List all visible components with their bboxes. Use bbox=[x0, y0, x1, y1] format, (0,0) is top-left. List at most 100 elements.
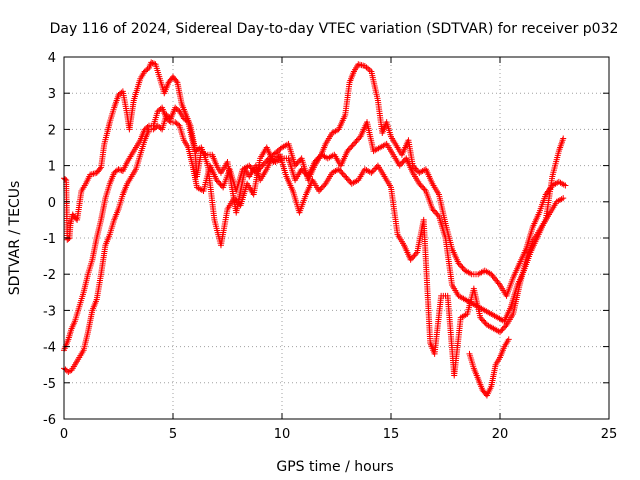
data-point bbox=[413, 166, 420, 173]
data-point bbox=[343, 174, 350, 181]
data-point bbox=[232, 196, 239, 203]
data-point bbox=[271, 157, 278, 164]
data-point bbox=[421, 186, 428, 193]
y-tick-label: -3 bbox=[43, 304, 56, 319]
data-point bbox=[65, 235, 72, 242]
data-point bbox=[311, 158, 318, 165]
chart-title: Day 116 of 2024, Sidereal Day-to-day VTE… bbox=[50, 21, 619, 37]
y-tick-label: 3 bbox=[48, 87, 56, 102]
data-point bbox=[338, 169, 345, 176]
data-point bbox=[96, 165, 103, 172]
data-point bbox=[149, 60, 156, 67]
data-point bbox=[296, 158, 303, 165]
data-point bbox=[350, 140, 357, 147]
data-point bbox=[250, 166, 257, 173]
data-point bbox=[356, 135, 363, 142]
data-point bbox=[410, 253, 417, 260]
data-point bbox=[272, 156, 279, 163]
data-point bbox=[398, 161, 405, 168]
data-point bbox=[213, 177, 220, 184]
data-point bbox=[62, 176, 69, 183]
y-tick-label: -5 bbox=[43, 377, 56, 392]
data-point bbox=[314, 156, 321, 163]
y-tick-label: 1 bbox=[48, 160, 56, 175]
data-point bbox=[231, 195, 238, 202]
data-point bbox=[302, 170, 309, 177]
data-point bbox=[459, 264, 466, 271]
data-point bbox=[499, 326, 506, 333]
data-point bbox=[430, 207, 437, 214]
y-tick-label: -1 bbox=[43, 232, 56, 247]
data-point bbox=[339, 170, 346, 177]
x-tick-label: 20 bbox=[492, 427, 509, 442]
data-point bbox=[416, 180, 423, 187]
data-point bbox=[354, 136, 361, 143]
data-point bbox=[412, 165, 419, 172]
x-tick-label: 25 bbox=[601, 427, 618, 442]
series-track-d bbox=[466, 336, 512, 399]
data-point bbox=[399, 159, 406, 166]
data-point bbox=[500, 324, 507, 331]
data-point bbox=[478, 316, 485, 323]
y-tick-label: 0 bbox=[48, 196, 56, 211]
data-point bbox=[277, 145, 284, 152]
data-point bbox=[562, 182, 569, 189]
data-point bbox=[274, 154, 281, 161]
y-tick-label: -6 bbox=[43, 413, 56, 428]
data-point bbox=[313, 157, 320, 164]
grid-lines bbox=[64, 57, 609, 419]
data-point bbox=[116, 166, 123, 173]
data-point bbox=[407, 256, 414, 263]
data-point bbox=[429, 206, 436, 213]
data-point bbox=[349, 142, 356, 149]
data-point bbox=[148, 59, 155, 66]
x-tick-label: 15 bbox=[383, 427, 400, 442]
data-point bbox=[316, 187, 323, 194]
data-point bbox=[183, 117, 190, 124]
data-point bbox=[477, 314, 484, 321]
data-point bbox=[353, 137, 360, 144]
data-point bbox=[315, 154, 322, 161]
data-point bbox=[368, 169, 375, 176]
data-points bbox=[61, 59, 569, 399]
data-point bbox=[418, 183, 425, 190]
data-point bbox=[498, 327, 505, 334]
axis-ticks: 0 5 10 15 20 25 -6 -5 -4 -3 -2 -1 0 1 2 3 4 bbox=[43, 51, 617, 442]
data-point bbox=[456, 261, 463, 268]
data-point bbox=[335, 166, 342, 173]
series-track-b bbox=[61, 104, 567, 354]
data-point bbox=[318, 185, 325, 192]
data-point bbox=[317, 186, 324, 193]
data-point bbox=[502, 323, 509, 330]
data-point bbox=[319, 183, 326, 190]
data-point bbox=[434, 211, 441, 218]
data-point bbox=[346, 177, 353, 184]
data-point bbox=[293, 161, 300, 168]
data-point bbox=[247, 164, 254, 171]
data-point bbox=[340, 172, 347, 179]
data-point bbox=[411, 252, 418, 259]
data-point bbox=[417, 182, 424, 189]
data-point bbox=[408, 255, 415, 262]
data-point bbox=[260, 161, 267, 168]
data-point bbox=[298, 166, 305, 173]
y-tick-label: 4 bbox=[48, 51, 56, 66]
data-point bbox=[400, 158, 407, 165]
data-point bbox=[345, 146, 352, 153]
x-tick-label: 5 bbox=[169, 427, 177, 442]
data-point bbox=[175, 107, 182, 114]
data-point bbox=[216, 179, 223, 186]
data-point bbox=[248, 165, 255, 172]
data-point bbox=[344, 148, 351, 155]
data-point bbox=[369, 168, 376, 175]
data-point bbox=[479, 317, 486, 324]
data-point bbox=[505, 336, 512, 343]
data-point bbox=[396, 162, 403, 169]
data-point bbox=[370, 166, 377, 173]
y-tick-label: -2 bbox=[43, 268, 56, 283]
data-point bbox=[233, 198, 240, 205]
data-point bbox=[263, 158, 270, 165]
data-point bbox=[481, 318, 488, 325]
data-point bbox=[301, 169, 308, 176]
